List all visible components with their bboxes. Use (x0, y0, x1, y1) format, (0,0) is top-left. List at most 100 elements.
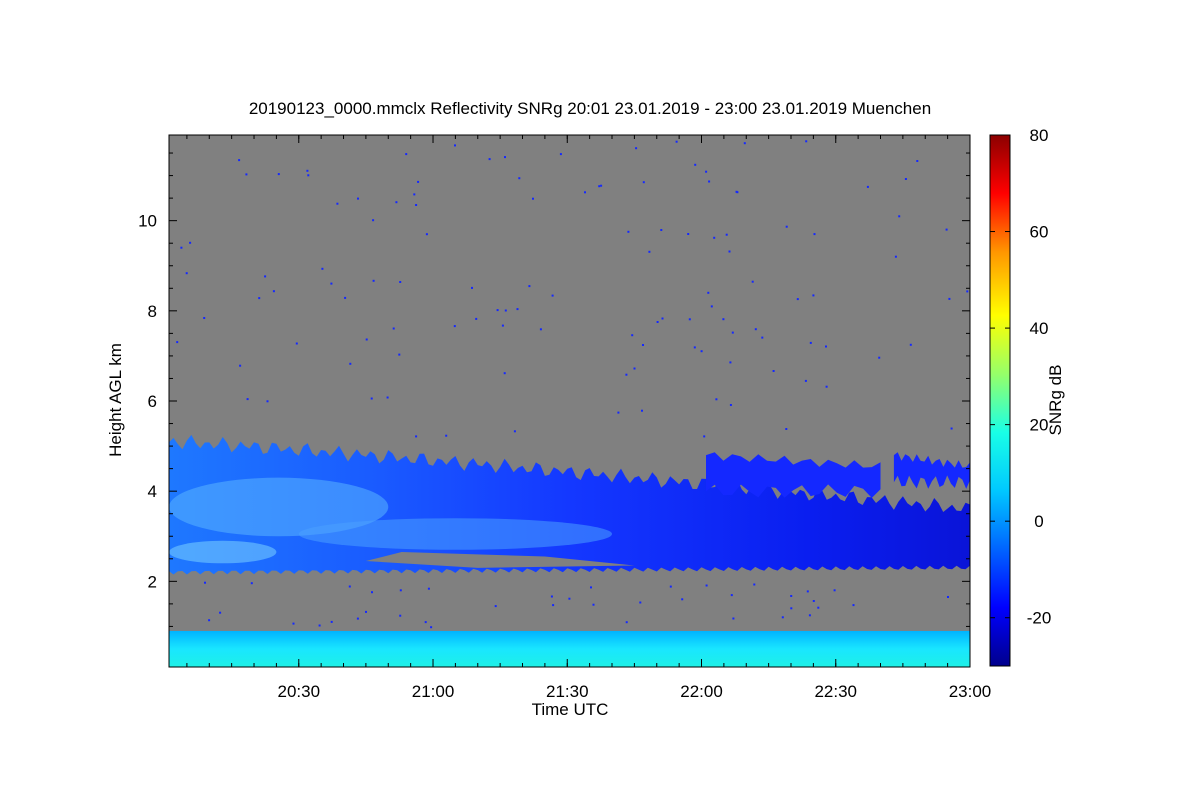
noise-speckle (736, 191, 739, 194)
noise-speckle (590, 586, 592, 589)
noise-speckle (395, 201, 398, 204)
noise-speckle (809, 341, 812, 344)
noise-speckle (272, 290, 275, 293)
echo-layer-upper-fragment (706, 452, 881, 498)
noise-speckle (516, 308, 519, 311)
noise-speckle (425, 233, 428, 236)
noise-speckle (245, 173, 248, 176)
y-tick-label: 8 (148, 302, 157, 321)
noise-speckle (454, 144, 456, 147)
noise-speckle (496, 309, 499, 312)
noise-speckle (372, 279, 375, 282)
noise-speckle (625, 621, 628, 624)
noise-speckle (371, 591, 373, 594)
noise-speckle (642, 344, 644, 346)
noise-speckle (264, 275, 267, 278)
noise-speckle (825, 385, 828, 388)
noise-speckle (306, 169, 309, 172)
echo-core-streak (298, 518, 613, 550)
y-tick-label: 10 (138, 212, 157, 231)
noise-speckle (866, 185, 869, 188)
noise-speckle (321, 267, 324, 270)
noise-speckle (528, 285, 531, 288)
noise-speckle (399, 281, 402, 283)
noise-speckle (725, 233, 728, 236)
noise-speckle (781, 616, 784, 619)
noise-speckle (625, 373, 628, 376)
x-tick-label: 21:00 (412, 682, 455, 701)
noise-speckle (349, 362, 352, 365)
noise-speckle (639, 601, 642, 604)
noise-speckle (703, 435, 706, 438)
noise-speckle (687, 233, 690, 235)
noise-speckle (357, 197, 359, 200)
noise-speckle (785, 428, 788, 430)
x-tick-label: 22:00 (680, 682, 723, 701)
noise-speckle (598, 185, 601, 188)
noise-speckle (648, 250, 651, 253)
noise-speckle (715, 398, 718, 401)
noise-speckle (730, 594, 733, 597)
x-tick-label: 23:00 (949, 682, 992, 701)
noise-speckle (405, 153, 408, 156)
noise-speckle (415, 435, 418, 438)
noise-speckle (681, 598, 684, 601)
noise-speckle (898, 215, 901, 218)
noise-speckle (627, 230, 630, 233)
noise-speckle (488, 158, 491, 161)
x-tick-label: 20:30 (277, 682, 320, 701)
noise-speckle (330, 620, 333, 623)
noise-speckle (185, 272, 188, 275)
noise-speckle (631, 334, 634, 337)
noise-speckle (728, 250, 731, 253)
noise-speckle (878, 356, 881, 359)
noise-speckle (398, 353, 401, 356)
noise-speckle (722, 318, 725, 321)
noise-speckle (617, 411, 620, 414)
noise-speckle (805, 140, 808, 143)
noise-speckle (307, 174, 310, 177)
echo-layer-ground-clutter (169, 630, 970, 667)
noise-speckle (392, 327, 395, 330)
noise-speckle (318, 624, 321, 627)
noise-speckle (344, 296, 347, 299)
colorbar-tick-label: 40 (1030, 319, 1049, 338)
echo-layers (169, 434, 970, 667)
noise-speckle (796, 298, 799, 301)
noise-speckle (413, 193, 416, 196)
noise-speckle (813, 233, 816, 236)
noise-speckle (633, 367, 636, 370)
noise-speckle (258, 297, 261, 300)
noise-speckle (751, 280, 754, 283)
noise-speckle (743, 142, 746, 145)
noise-speckle (370, 397, 373, 400)
noise-speckle (238, 159, 241, 162)
noise-speckle (399, 589, 402, 592)
noise-speckle (584, 191, 586, 194)
noise-speckle (372, 219, 375, 222)
noise-speckle (947, 596, 949, 598)
noise-speckle (904, 178, 907, 180)
noise-speckle (729, 361, 732, 364)
x-tick-label: 21:30 (546, 682, 589, 701)
noise-speckle (732, 617, 735, 620)
colorbar-tick-label: 60 (1030, 223, 1049, 242)
colorbar-tick-label: 20 (1030, 416, 1049, 435)
noise-speckle (424, 621, 427, 624)
noise-speckle (688, 318, 691, 321)
noise-speckle (729, 404, 732, 406)
colorbar-label: SNRg dB (1046, 365, 1065, 436)
noise-speckle (365, 338, 368, 341)
noise-speckle (966, 290, 969, 293)
noise-speckle (471, 286, 473, 289)
noise-speckle (785, 225, 788, 228)
noise-speckle (453, 325, 456, 328)
noise-speckle (894, 255, 897, 258)
y-tick-label: 6 (148, 392, 157, 411)
noise-speckle (550, 595, 553, 598)
noise-speckle (504, 309, 507, 312)
noise-speckle (710, 305, 713, 308)
noise-speckle (266, 400, 269, 403)
noise-speckle (635, 147, 638, 150)
